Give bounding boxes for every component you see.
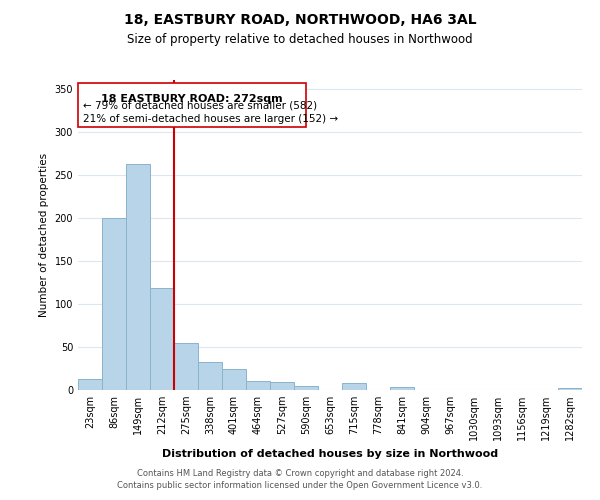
Text: 18, EASTBURY ROAD, NORTHWOOD, HA6 3AL: 18, EASTBURY ROAD, NORTHWOOD, HA6 3AL <box>124 12 476 26</box>
Bar <box>174 342 198 390</box>
X-axis label: Distribution of detached houses by size in Northwood: Distribution of detached houses by size … <box>162 448 498 458</box>
Bar <box>558 388 582 390</box>
Bar <box>126 164 150 390</box>
Bar <box>222 370 246 390</box>
Text: 18 EASTBURY ROAD: 272sqm: 18 EASTBURY ROAD: 272sqm <box>101 94 283 104</box>
Bar <box>198 362 222 390</box>
Bar <box>246 382 270 390</box>
FancyBboxPatch shape <box>78 82 306 128</box>
Y-axis label: Number of detached properties: Number of detached properties <box>39 153 49 317</box>
Bar <box>102 218 126 390</box>
Text: Contains HM Land Registry data © Crown copyright and database right 2024.: Contains HM Land Registry data © Crown c… <box>137 468 463 477</box>
Bar <box>342 383 366 390</box>
Bar <box>150 288 174 390</box>
Text: ← 79% of detached houses are smaller (582): ← 79% of detached houses are smaller (58… <box>83 100 317 110</box>
Bar <box>270 382 294 390</box>
Text: Size of property relative to detached houses in Northwood: Size of property relative to detached ho… <box>127 32 473 46</box>
Bar <box>294 386 318 390</box>
Bar <box>78 379 102 390</box>
Text: 21% of semi-detached houses are larger (152) →: 21% of semi-detached houses are larger (… <box>83 114 338 124</box>
Bar <box>390 388 414 390</box>
Text: Contains public sector information licensed under the Open Government Licence v3: Contains public sector information licen… <box>118 481 482 490</box>
